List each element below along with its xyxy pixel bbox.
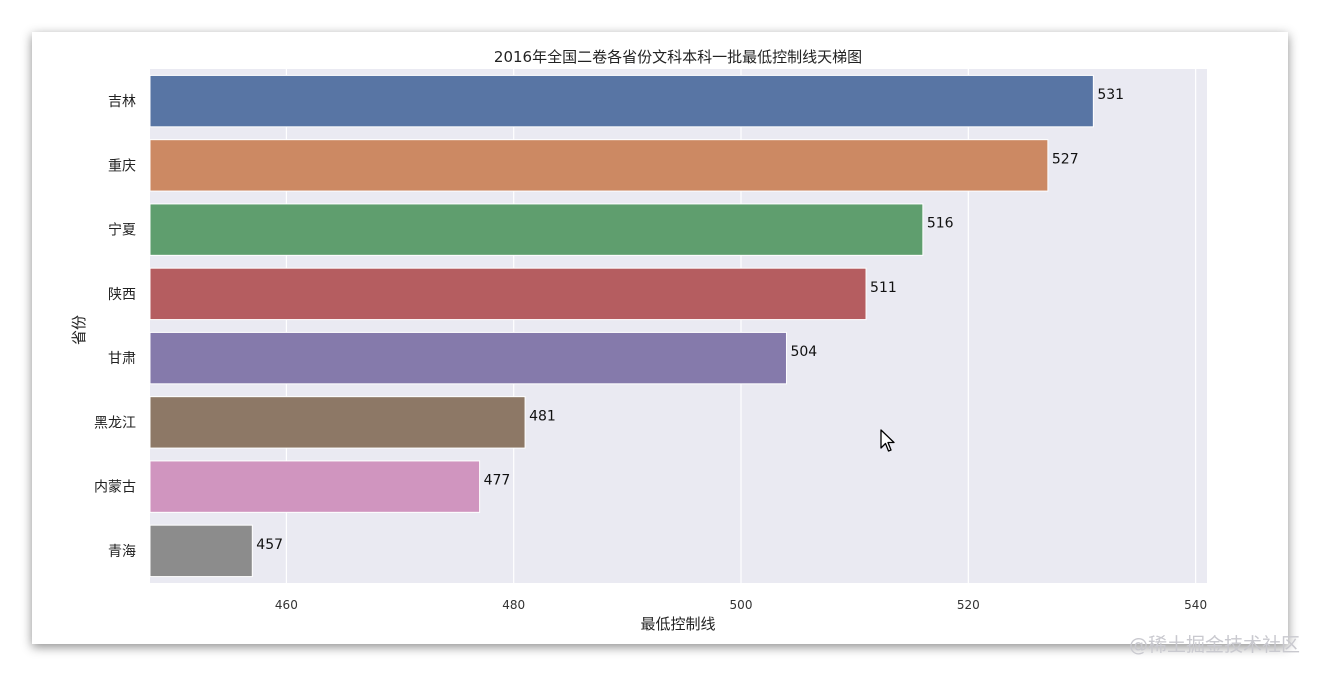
y-tick-label: 宁夏 [108, 222, 136, 239]
data-label: 527 [1052, 151, 1079, 167]
x-tick-label: 540 [1184, 598, 1207, 612]
y-tick-label: 黑龙江 [94, 415, 136, 431]
y-tick-label: 甘肃 [108, 351, 136, 367]
chart-card: 2016年全国二卷各省份文科本科一批最低控制线天梯图 531 527 516 511 5… [32, 32, 1288, 644]
bar-chart: 2016年全国二卷各省份文科本科一批最低控制线天梯图 5315275165115… [70, 48, 1207, 633]
data-label: 511 [870, 280, 897, 296]
x-axis-label: 最低控制线 [640, 615, 715, 633]
bar [149, 139, 1049, 192]
data-label: 531 [1097, 87, 1124, 103]
data-label: 457 [256, 537, 283, 553]
data-label: 481 [529, 408, 556, 424]
bar [149, 203, 924, 256]
x-tick-label: 480 [502, 598, 525, 612]
bar [149, 267, 867, 321]
y-axis-label: 省份 [70, 315, 88, 345]
x-tick-labels: 460 480 500 520 540 [275, 598, 1207, 612]
data-label: 516 [927, 216, 954, 232]
bar [149, 396, 526, 449]
data-label: 504 [790, 344, 817, 360]
x-tick-label: 520 [957, 598, 980, 612]
chart-title: 2016年全国二卷各省份文科本科一批最低控制线天梯图 [494, 48, 862, 66]
y-tick-label: 青海 [108, 544, 136, 560]
mouse-cursor-icon [880, 429, 895, 452]
bars [149, 74, 1094, 578]
bar [149, 460, 481, 513]
data-labels: 531 527 516 511 504 481 477 457 [256, 87, 1124, 553]
y-tick-label: 吉林 [108, 94, 136, 110]
y-tick-label: 内蒙古 [94, 480, 136, 496]
x-tick-label: 500 [730, 598, 753, 612]
watermark: @稀土掘金技术社区 [1128, 634, 1300, 656]
bar [149, 331, 787, 385]
bar [149, 74, 1094, 128]
data-label: 477 [484, 473, 511, 489]
x-tick-label: 460 [275, 598, 298, 612]
y-tick-label: 陕西 [108, 287, 136, 303]
bar [149, 524, 253, 578]
y-tick-label: 重庆 [108, 158, 136, 174]
